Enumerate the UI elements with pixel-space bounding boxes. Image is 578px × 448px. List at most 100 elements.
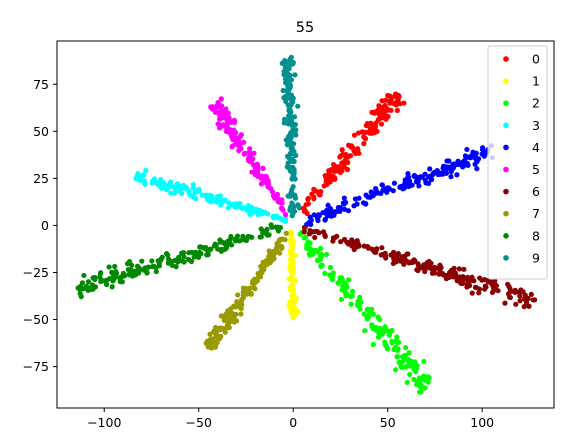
data-point (356, 150, 362, 156)
data-point (354, 201, 360, 207)
data-point (473, 150, 479, 156)
data-point (258, 226, 264, 232)
data-point (405, 259, 412, 266)
data-point (325, 212, 331, 218)
data-point (227, 202, 233, 208)
data-point (356, 195, 362, 201)
data-point (338, 239, 344, 245)
data-point (232, 238, 239, 244)
data-point (287, 150, 294, 156)
data-point (167, 183, 173, 189)
legend-marker (503, 122, 509, 129)
data-point (252, 280, 258, 286)
data-point (246, 153, 252, 159)
data-point (165, 260, 171, 266)
data-point (403, 344, 409, 351)
data-point (311, 212, 317, 218)
series-3-points (133, 167, 289, 225)
data-point (303, 234, 309, 240)
y-tick-label: 50 (33, 124, 49, 139)
data-point (128, 271, 134, 277)
data-point (281, 95, 287, 101)
data-point (266, 248, 272, 254)
data-point (304, 210, 310, 216)
data-point (461, 266, 467, 272)
data-point (288, 276, 294, 282)
data-point (506, 283, 512, 290)
data-point (379, 182, 386, 188)
y-tick-label: −25 (23, 265, 49, 280)
legend-label: 2 (532, 96, 540, 111)
data-point (143, 167, 149, 173)
data-point (293, 132, 299, 138)
data-point (258, 267, 265, 274)
data-point (443, 170, 450, 176)
data-point (406, 181, 412, 187)
data-point (168, 190, 174, 196)
data-point (521, 296, 527, 302)
data-point (128, 267, 134, 273)
data-point (295, 309, 301, 315)
data-point (292, 72, 298, 78)
data-point (235, 292, 241, 298)
data-point (315, 217, 321, 224)
data-point (440, 165, 446, 172)
data-point (427, 261, 433, 267)
data-point (451, 265, 457, 271)
data-point (325, 202, 331, 208)
data-point (218, 122, 224, 129)
data-point (217, 196, 223, 203)
data-point (286, 107, 292, 114)
data-point (316, 189, 322, 196)
data-point (330, 209, 336, 215)
data-point (284, 80, 290, 87)
data-point (295, 103, 301, 109)
data-point (111, 275, 117, 282)
data-point (521, 304, 527, 310)
legend-label: 6 (532, 184, 540, 199)
x-tick-label: −100 (87, 415, 121, 430)
data-point (282, 76, 288, 82)
data-point (337, 205, 344, 211)
data-point (404, 356, 410, 362)
data-point (448, 174, 454, 180)
data-point (266, 232, 272, 238)
data-point (454, 278, 460, 284)
data-point (412, 258, 418, 264)
data-point (219, 103, 225, 109)
data-point (426, 374, 432, 381)
data-point (210, 104, 216, 110)
data-point (240, 205, 246, 211)
plot-area-frame (56, 40, 555, 409)
data-point (209, 195, 215, 201)
legend-marker (503, 188, 509, 195)
data-point (238, 311, 244, 317)
data-point (507, 294, 514, 301)
y-tick-label: −75 (23, 359, 49, 374)
data-point (149, 258, 155, 264)
data-point (250, 285, 257, 291)
data-point (383, 255, 389, 261)
data-point (473, 157, 480, 163)
data-point (290, 211, 296, 217)
data-point (103, 281, 110, 288)
data-point (98, 278, 104, 285)
series-0-points (296, 91, 407, 216)
data-point (319, 252, 325, 258)
data-point (406, 350, 412, 356)
data-point (384, 346, 391, 352)
data-point (271, 248, 277, 255)
data-point (502, 300, 508, 306)
data-point (234, 233, 241, 239)
data-point (217, 336, 223, 342)
data-point (197, 244, 203, 250)
data-point (212, 324, 219, 331)
data-point (141, 178, 147, 184)
legend-box (487, 45, 548, 280)
data-point (525, 295, 531, 302)
data-point (380, 108, 386, 114)
y-tick-label: 75 (33, 77, 49, 92)
data-point (283, 215, 289, 222)
data-point (476, 286, 483, 292)
data-point (345, 241, 351, 247)
